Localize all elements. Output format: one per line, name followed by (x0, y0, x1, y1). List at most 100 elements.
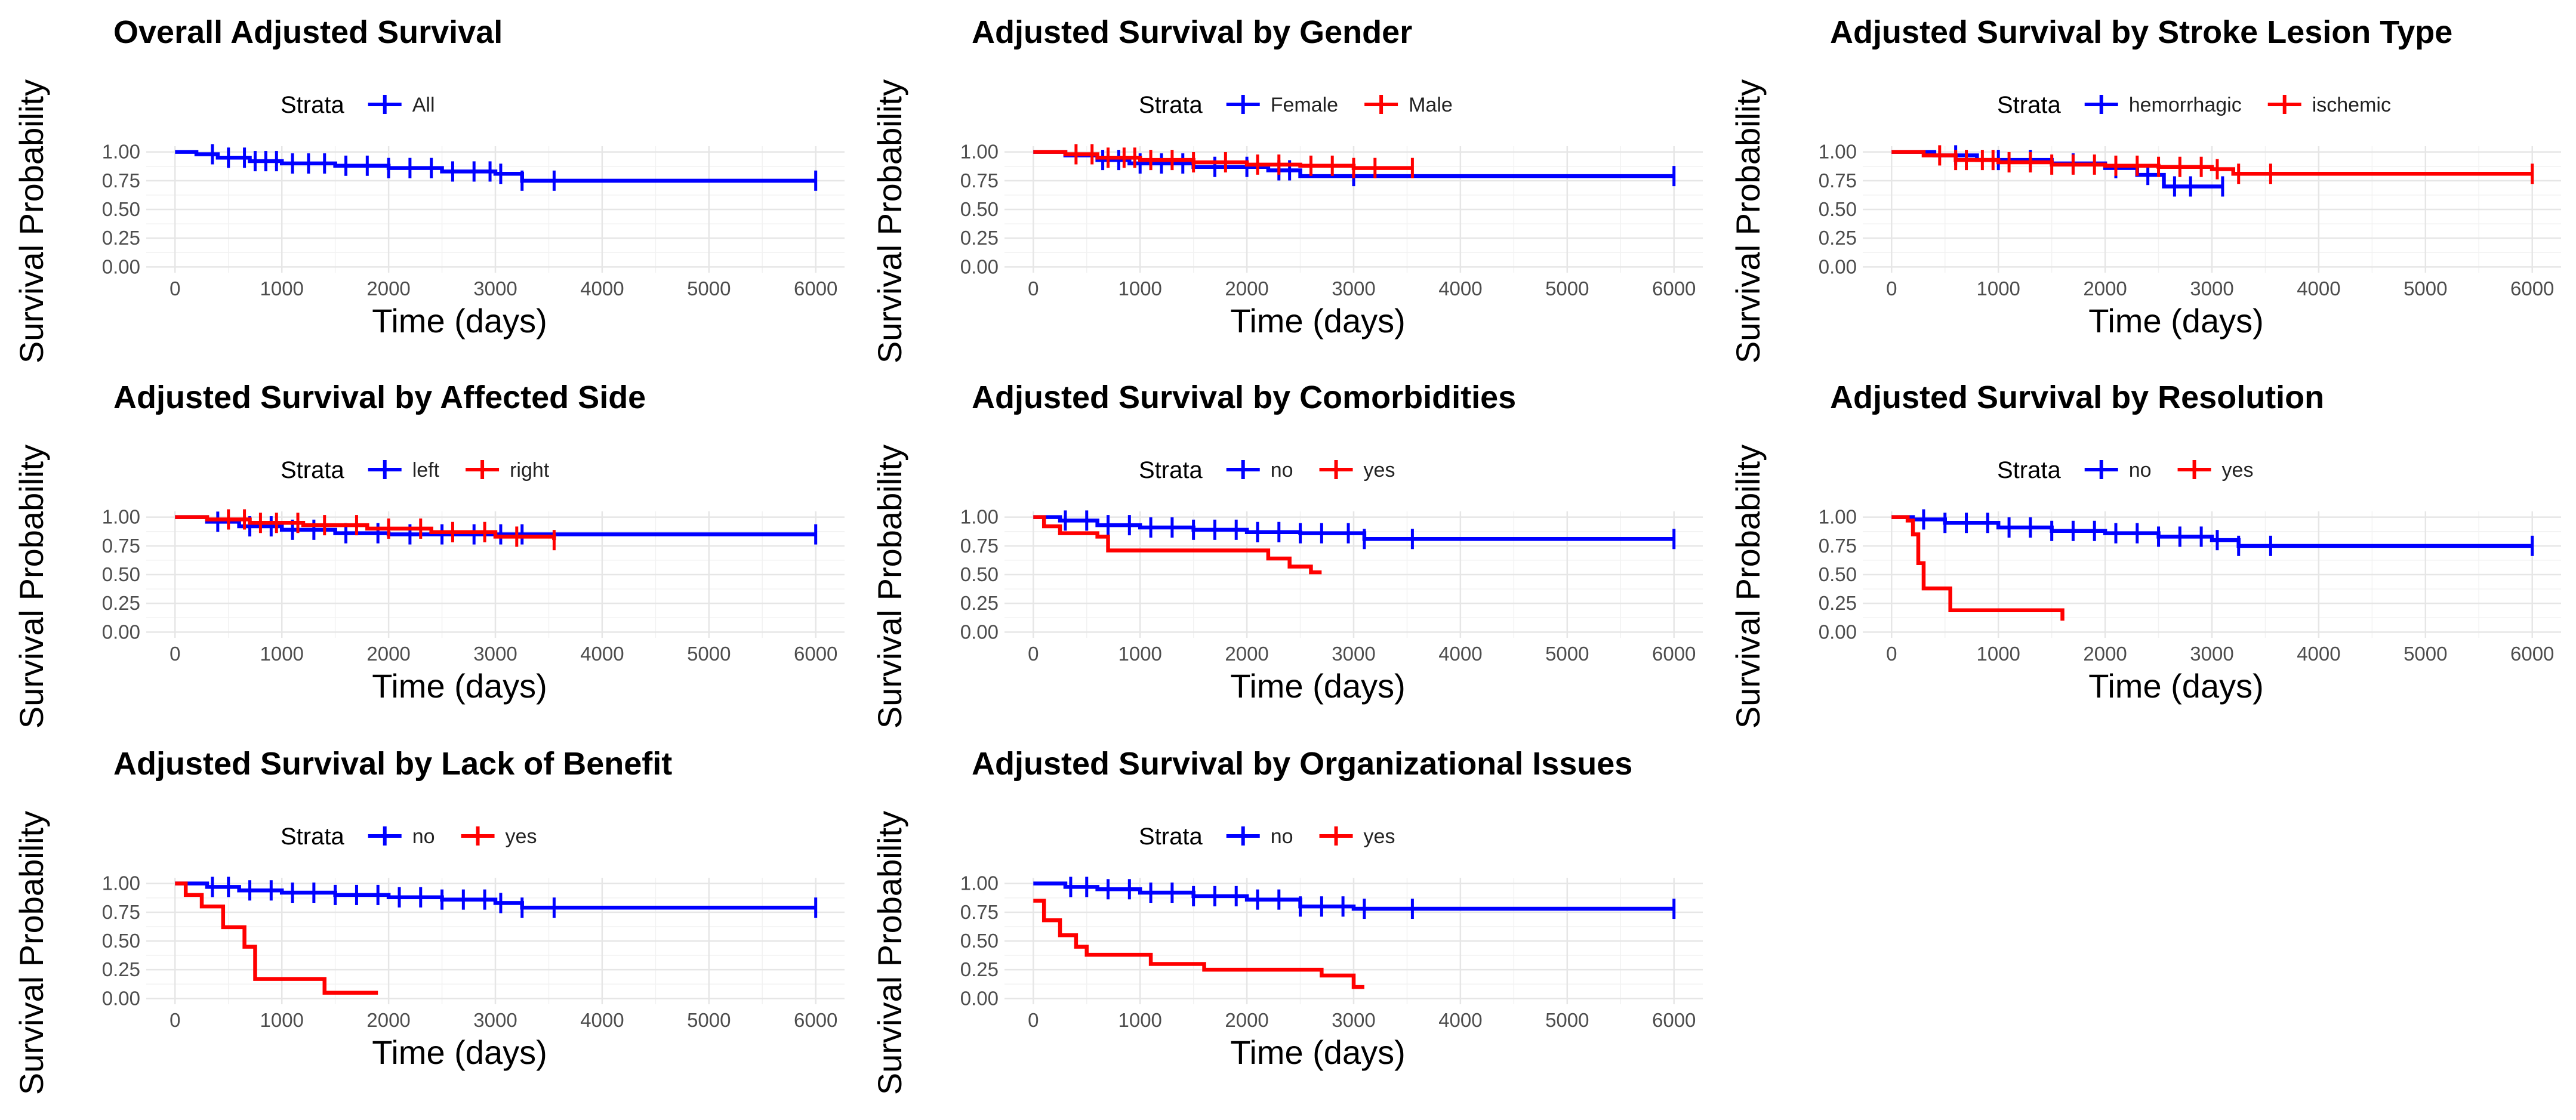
y-tick-label: 0.00 (102, 987, 140, 1009)
y-tick-label: 1.00 (960, 506, 999, 528)
y-tick-label: 0.75 (1819, 535, 1857, 557)
y-tick-label: 1.00 (102, 141, 140, 163)
plot-grid (146, 146, 845, 273)
y-axis-label: Survival Probability (13, 445, 50, 729)
y-tick-label: 0.75 (102, 169, 140, 192)
y-tick-label: 0.75 (102, 535, 140, 557)
legend-key (461, 826, 495, 846)
legend-key (368, 95, 402, 114)
y-axis-label: Survival Probability (13, 811, 50, 1095)
legend-key (1319, 826, 1353, 846)
y-tick-label: 0.25 (960, 592, 999, 614)
y-tick-label: 0.75 (960, 901, 999, 923)
x-axis-label: Time (days) (1230, 1033, 1406, 1071)
x-tick-label: 6000 (2510, 277, 2554, 300)
legend-title: Strata (1139, 457, 1203, 483)
x-tick-label: 1000 (1118, 1009, 1161, 1031)
plot-grid (1863, 146, 2561, 273)
legend-title: Strata (1139, 823, 1203, 850)
x-tick-label: 3000 (2190, 643, 2233, 665)
x-tick-label: 4000 (1438, 1009, 1482, 1031)
y-tick-label: 0.00 (102, 621, 140, 643)
x-tick-label: 1000 (260, 1009, 303, 1031)
x-tick-label: 0 (1028, 643, 1039, 665)
x-axis-label: Time (days) (2088, 302, 2264, 340)
legend-title: Strata (1997, 92, 2061, 118)
legend-key (2267, 95, 2301, 114)
x-tick-label: 6000 (1652, 1009, 1696, 1031)
y-tick-label: 0.00 (960, 255, 999, 277)
x-axis-label: Time (days) (372, 1033, 547, 1071)
y-axis-label: Survival Probability (871, 79, 908, 363)
y-tick-label: 0.25 (960, 958, 999, 980)
y-tick-label: 1.00 (1819, 141, 1857, 163)
panel-title: Adjusted Survival by Comorbidities (972, 379, 1516, 415)
legend-title: Strata (281, 823, 344, 850)
x-tick-label: 6000 (794, 643, 837, 665)
x-tick-label: 0 (170, 1009, 180, 1031)
panel-title: Adjusted Survival by Lack of Benefit (113, 746, 672, 782)
y-tick-label: 1.00 (1819, 506, 1857, 528)
panel-title: Adjusted Survival by Affected Side (113, 379, 646, 415)
x-axis-label: Time (days) (2088, 667, 2264, 705)
plot-grid (146, 878, 845, 1004)
x-tick-label: 2000 (2083, 277, 2127, 300)
x-axis-label: Time (days) (372, 302, 547, 340)
x-tick-label: 0 (1028, 1009, 1039, 1031)
legend-key (2084, 95, 2118, 114)
survival-panel: Adjusted Survival by Comorbidities Strata… (871, 379, 1703, 729)
x-tick-label: 2000 (366, 277, 410, 300)
x-tick-label: 0 (170, 277, 180, 300)
survival-panel: Adjusted Survival by Lack of Benefit Stra… (13, 746, 845, 1095)
x-axis-label: Time (days) (1230, 667, 1406, 705)
x-tick-label: 6000 (794, 1009, 837, 1031)
y-tick-label: 0.00 (960, 621, 999, 643)
legend-key (2177, 460, 2211, 479)
x-tick-label: 3000 (473, 1009, 517, 1031)
legend-title: Strata (1139, 92, 1203, 118)
legend-key (1319, 460, 1353, 479)
legend-entry: ischemic (2312, 94, 2391, 116)
legend-key (1226, 460, 1260, 479)
x-tick-label: 4000 (580, 277, 624, 300)
legend-key (368, 826, 402, 846)
survival-curve (175, 881, 378, 995)
legend-key (1226, 95, 1260, 114)
x-tick-label: 5000 (687, 277, 731, 300)
survival-panel: Adjusted Survival by Gender Strata Female M… (871, 14, 1703, 363)
survival-curve (1033, 899, 1364, 989)
y-tick-label: 0.75 (102, 901, 140, 923)
panel-title: Adjusted Survival by Stroke Lesion Type (1830, 14, 2452, 50)
x-tick-label: 4000 (1438, 277, 1482, 300)
panel-title: Overall Adjusted Survival (113, 14, 503, 50)
x-tick-label: 2000 (1225, 1009, 1268, 1031)
x-tick-label: 4000 (2297, 277, 2340, 300)
x-tick-label: 0 (1886, 277, 1897, 300)
survival-curve (175, 515, 556, 541)
survival-panel: Adjusted Survival by Resolution Strata no y… (1729, 379, 2561, 729)
x-tick-label: 6000 (794, 277, 837, 300)
panel-title: Adjusted Survival by Gender (972, 14, 1412, 50)
survival-panel: Adjusted Survival by Organizational Issu… (871, 746, 1703, 1095)
y-tick-label: 0.50 (1819, 563, 1857, 585)
legend-entry: yes (2222, 459, 2254, 482)
y-tick-label: 0.50 (102, 930, 140, 952)
x-tick-label: 0 (1028, 277, 1039, 300)
legend-title: Strata (281, 457, 344, 483)
survival-curve (1891, 150, 2532, 176)
x-tick-label: 2000 (1225, 643, 1268, 665)
x-tick-label: 6000 (1652, 643, 1696, 665)
legend-title: Strata (281, 92, 344, 118)
x-tick-label: 5000 (1545, 1009, 1589, 1031)
y-tick-label: 0.50 (960, 563, 999, 585)
legend-entry: yes (1364, 825, 1395, 848)
legend-entry: right (510, 459, 550, 482)
y-tick-label: 0.00 (960, 987, 999, 1009)
x-tick-label: 4000 (580, 643, 624, 665)
legend-entry: no (412, 825, 435, 848)
x-tick-label: 0 (170, 643, 180, 665)
x-tick-label: 5000 (1545, 643, 1589, 665)
y-tick-label: 0.25 (102, 958, 140, 980)
y-tick-label: 1.00 (960, 872, 999, 894)
y-axis-label: Survival Probability (871, 445, 908, 729)
